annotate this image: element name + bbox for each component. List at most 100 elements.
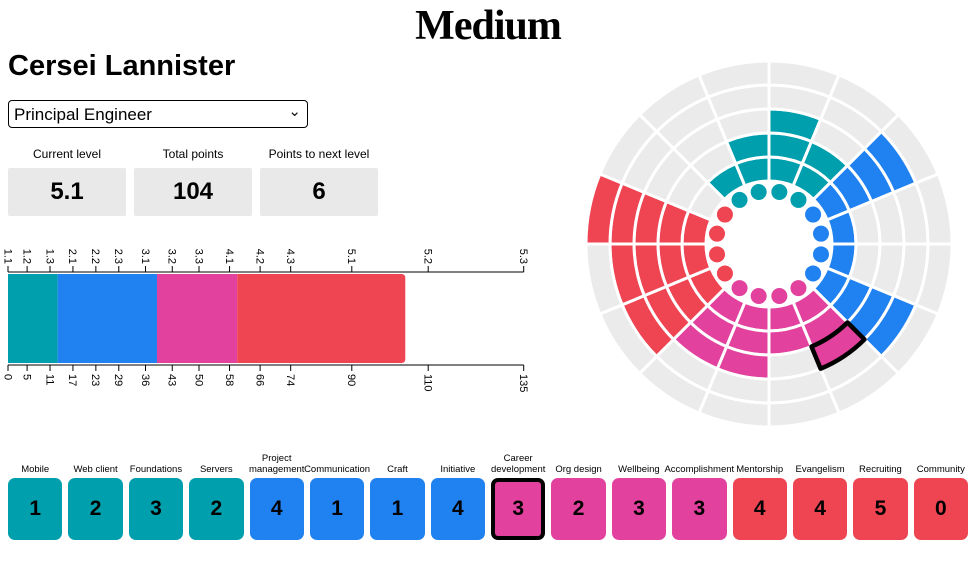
category-score-box[interactable]: 2 xyxy=(189,478,244,540)
category-score-box-selected[interactable]: 3 xyxy=(491,478,546,540)
category-label: Evangelism xyxy=(795,463,845,475)
category-cell: Communication 1 xyxy=(304,448,371,540)
category-dot xyxy=(805,206,822,223)
stat-value: 104 xyxy=(134,168,252,216)
category-cell: Mentorship 4 xyxy=(732,448,787,540)
category-score-box[interactable]: 0 xyxy=(913,478,968,540)
points-tick-label: 43 xyxy=(166,374,178,386)
milestone-cell[interactable] xyxy=(598,113,659,185)
category-score-box[interactable]: 1 xyxy=(8,478,63,540)
level-tick-label: 1.1 xyxy=(1,249,13,264)
category-label: Mentorship xyxy=(736,463,784,475)
category-dot xyxy=(716,206,733,223)
category-dot xyxy=(731,191,748,208)
points-tick-label: 36 xyxy=(139,374,151,386)
category-label: Servers xyxy=(199,463,233,475)
category-label: Web client xyxy=(73,463,118,475)
category-cell: Craft 1 xyxy=(370,448,425,540)
level-tick-label: 5.2 xyxy=(421,249,433,264)
category-label: Recruiting xyxy=(859,463,902,475)
category-cell: Mobile 1 xyxy=(8,448,63,540)
level-tick-label: 3.2 xyxy=(166,249,178,264)
category-label: Foundations xyxy=(129,463,183,475)
category-cell: Evangelism 4 xyxy=(792,448,848,540)
category-dot xyxy=(805,265,822,282)
category-score-box[interactable]: 2 xyxy=(551,478,606,540)
category-dot xyxy=(709,225,726,242)
points-tick-label: 66 xyxy=(253,374,265,386)
level-tick-label: 2.1 xyxy=(66,249,78,264)
stat-value: 5.1 xyxy=(8,168,126,216)
points-tick-label: 11 xyxy=(43,374,55,385)
category-label: Career development xyxy=(490,452,546,475)
level-tick-label: 4.1 xyxy=(223,249,235,264)
category-cell: Servers 2 xyxy=(189,448,244,540)
level-tick-label: 1.2 xyxy=(20,249,32,264)
level-tick-label: 3.3 xyxy=(192,249,204,264)
category-score-box[interactable]: 4 xyxy=(792,478,848,540)
category-cell: Org design 2 xyxy=(551,448,606,540)
category-dot xyxy=(716,265,733,282)
stats-row: Current level 5.1 Total points 104 Point… xyxy=(8,147,378,216)
level-tick-label: 1.3 xyxy=(43,249,55,264)
category-cell: Foundations 3 xyxy=(128,448,184,540)
category-cell: Initiative 4 xyxy=(430,448,485,540)
category-dot xyxy=(771,287,788,304)
category-cell: Wellbeing 3 xyxy=(611,448,667,540)
category-score-box[interactable]: 4 xyxy=(732,478,787,540)
stat-value: 6 xyxy=(260,168,378,216)
category-cell: Web client 2 xyxy=(68,448,123,540)
category-dot xyxy=(731,280,748,297)
points-tick-label: 90 xyxy=(345,374,357,386)
level-tick-label: 2.3 xyxy=(112,249,124,264)
role-select[interactable]: Principal Engineer xyxy=(8,100,308,128)
stat-label: Current level xyxy=(32,147,102,161)
points-tick-label: 5 xyxy=(20,374,32,380)
category-score-box[interactable]: 5 xyxy=(853,478,908,540)
category-dot xyxy=(790,280,807,297)
category-score-box[interactable]: 3 xyxy=(128,478,184,540)
category-dot xyxy=(790,191,807,208)
points-tick-label: 135 xyxy=(517,374,529,392)
points-tick-label: 50 xyxy=(192,374,204,386)
category-cell: Career development 3 xyxy=(491,448,545,540)
stat-current-level: Current level 5.1 xyxy=(8,147,126,216)
level-tick-label: 4.2 xyxy=(253,249,265,264)
level-tick-label: 2.2 xyxy=(89,249,101,264)
points-bar-segment-red xyxy=(237,274,406,363)
medium-logo: Medium xyxy=(415,3,562,49)
category-label: Craft xyxy=(387,463,408,475)
category-label: Wellbeing xyxy=(618,463,660,475)
selected-milestone-cell[interactable] xyxy=(809,320,867,371)
category-label: Communication xyxy=(304,463,371,475)
points-bar-segment-teal xyxy=(8,274,58,363)
category-score-box[interactable]: 3 xyxy=(672,478,727,540)
category-score-box[interactable]: 4 xyxy=(430,478,485,540)
category-score-box[interactable]: 1 xyxy=(309,478,365,540)
level-thermometer-chart: 1.1 0 1.2 5 1.3 11 2.1 17 2.2 23 2.3 29 3.1 36 3.2 43 3.… xyxy=(1,249,529,393)
categories-row: Mobile 1 Web client 2 Foundations 3 Servers 2 Pr… xyxy=(8,448,968,540)
category-dot xyxy=(709,246,726,263)
level-tick-label: 5.3 xyxy=(517,249,529,264)
category-dot xyxy=(771,184,788,201)
points-bar-segment-pink xyxy=(156,274,238,363)
category-score-box[interactable]: 1 xyxy=(370,478,425,540)
category-cell: Accomplishment 3 xyxy=(664,448,735,540)
user-name-heading: Cersei Lannister xyxy=(8,50,236,82)
category-score-box[interactable]: 3 xyxy=(611,478,667,540)
stat-label: Total points xyxy=(162,147,224,161)
category-score-box[interactable]: 4 xyxy=(249,478,304,540)
category-score-box[interactable]: 2 xyxy=(68,478,123,540)
category-cell: Recruiting 5 xyxy=(853,448,908,540)
points-tick-label: 29 xyxy=(112,374,124,386)
category-cell: Project management 4 xyxy=(249,448,304,540)
stat-points-to-next-level: Points to next level 6 xyxy=(260,147,378,216)
category-label: Org design xyxy=(555,463,602,475)
category-dot xyxy=(750,287,767,304)
points-tick-label: 23 xyxy=(89,374,101,386)
category-dot xyxy=(812,246,829,263)
stat-total-points: Total points 104 xyxy=(134,147,252,216)
category-label: Mobile xyxy=(21,463,50,475)
category-label: Accomplishment xyxy=(664,463,735,475)
role-select-wrap: Principal Engineer ⌄ xyxy=(8,100,308,128)
